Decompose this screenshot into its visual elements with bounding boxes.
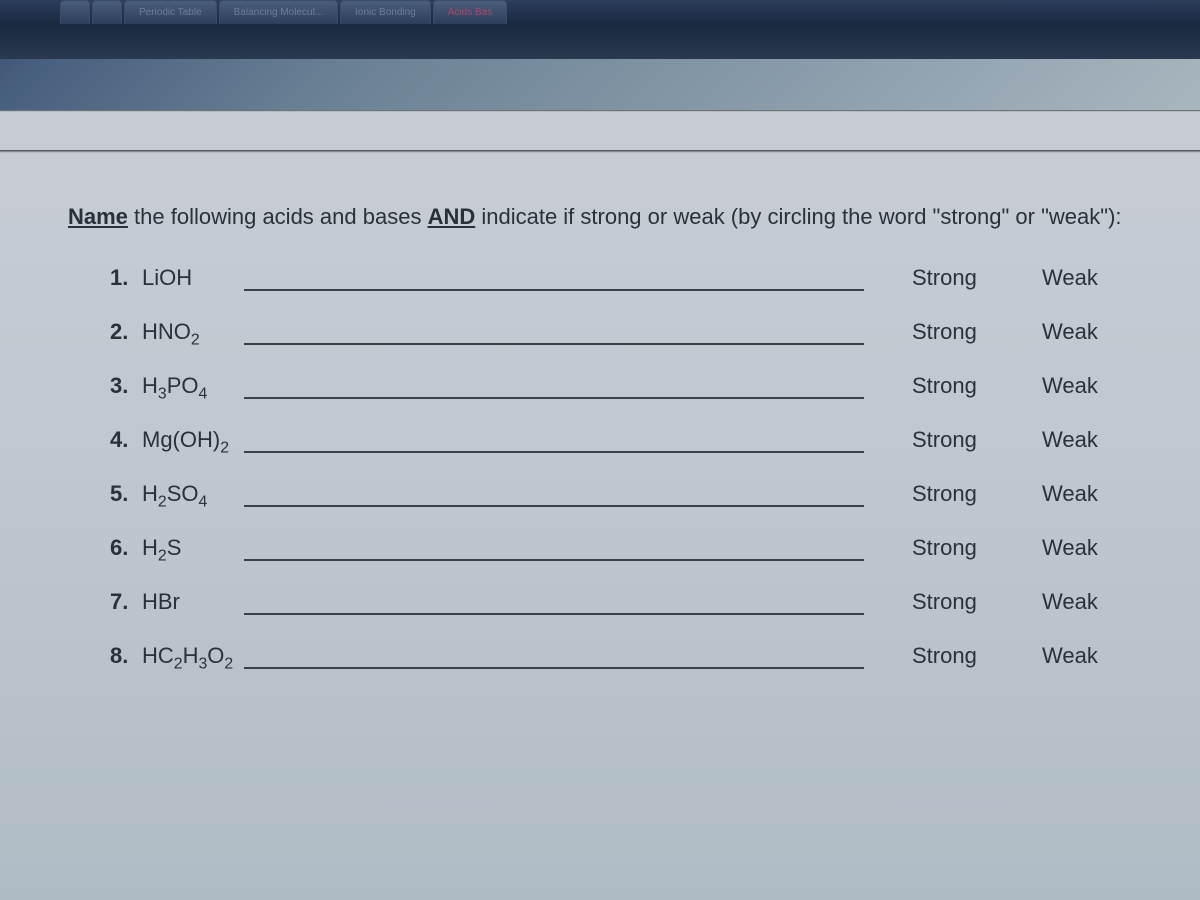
chemical-formula: HNO2 <box>142 319 242 345</box>
answer-blank[interactable] <box>244 431 864 453</box>
weak-option[interactable]: Weak <box>1042 481 1132 507</box>
instruction-text: Name the following acids and bases AND i… <box>68 201 1132 233</box>
chemical-formula: H3PO4 <box>142 373 242 399</box>
weak-option[interactable]: Weak <box>1042 373 1132 399</box>
browser-tab[interactable]: Periodic Table <box>124 0 217 24</box>
chemical-formula: H2S <box>142 535 242 561</box>
answer-blank[interactable] <box>244 377 864 399</box>
browser-tab-bar: Periodic TableBalancing Molecul...Ionic … <box>0 0 1200 24</box>
browser-tab[interactable]: Balancing Molecul... <box>219 0 339 24</box>
browser-tab[interactable]: Ionic Bonding <box>340 0 431 24</box>
weak-option[interactable]: Weak <box>1042 319 1132 345</box>
answer-blank[interactable] <box>244 647 864 669</box>
strong-option[interactable]: Strong <box>912 373 1042 399</box>
answer-blank[interactable] <box>244 593 864 615</box>
instruction-underline-and: AND <box>428 204 476 229</box>
weak-option[interactable]: Weak <box>1042 535 1132 561</box>
worksheet-item: 3.H3PO4 StrongWeak <box>110 373 1132 399</box>
chemical-formula: LiOH <box>142 265 242 291</box>
worksheet-item: 1.LiOH StrongWeak <box>110 265 1132 291</box>
strong-option[interactable]: Strong <box>912 643 1042 669</box>
item-number: 6. <box>110 535 142 561</box>
item-number: 5. <box>110 481 142 507</box>
chemical-formula: HBr <box>142 589 242 615</box>
chemical-formula: H2SO4 <box>142 481 242 507</box>
worksheet-item: 8.HC2H3O2 StrongWeak <box>110 643 1132 669</box>
item-number: 7. <box>110 589 142 615</box>
answer-blank[interactable] <box>244 323 864 345</box>
page-content: Name the following acids and bases AND i… <box>0 110 1200 900</box>
weak-option[interactable]: Weak <box>1042 643 1132 669</box>
divider-top <box>0 110 1200 112</box>
strong-option[interactable]: Strong <box>912 265 1042 291</box>
item-number: 8. <box>110 643 142 669</box>
instruction-underline-name: Name <box>68 204 128 229</box>
instruction-part4: indicate if strong or weak (by circling … <box>475 204 1121 229</box>
worksheet-item: 7.HBr StrongWeak <box>110 589 1132 615</box>
browser-tab[interactable]: Acids Bas <box>433 0 507 24</box>
worksheet-item: 2.HNO2 StrongWeak <box>110 319 1132 345</box>
answer-blank[interactable] <box>244 269 864 291</box>
worksheet-item: 5.H2SO4 StrongWeak <box>110 481 1132 507</box>
toolbar-band <box>0 24 1200 59</box>
answer-blank[interactable] <box>244 539 864 561</box>
strong-option[interactable]: Strong <box>912 319 1042 345</box>
browser-tab[interactable] <box>92 0 122 24</box>
chemical-formula: HC2H3O2 <box>142 643 242 669</box>
worksheet: Name the following acids and bases AND i… <box>0 153 1200 669</box>
instruction-part2: the following acids and bases <box>128 204 428 229</box>
worksheet-item: 4.Mg(OH)2 StrongWeak <box>110 427 1132 453</box>
weak-option[interactable]: Weak <box>1042 589 1132 615</box>
strong-option[interactable]: Strong <box>912 427 1042 453</box>
answer-blank[interactable] <box>244 485 864 507</box>
weak-option[interactable]: Weak <box>1042 265 1132 291</box>
strong-option[interactable]: Strong <box>912 535 1042 561</box>
strong-option[interactable]: Strong <box>912 589 1042 615</box>
item-number: 4. <box>110 427 142 453</box>
strong-option[interactable]: Strong <box>912 481 1042 507</box>
weak-option[interactable]: Weak <box>1042 427 1132 453</box>
item-number: 1. <box>110 265 142 291</box>
browser-tab[interactable] <box>60 0 90 24</box>
worksheet-item: 6.H2S StrongWeak <box>110 535 1132 561</box>
item-list: 1.LiOHStrongWeak2.HNO2StrongWeak3.H3PO4S… <box>68 265 1132 669</box>
item-number: 2. <box>110 319 142 345</box>
item-number: 3. <box>110 373 142 399</box>
chemical-formula: Mg(OH)2 <box>142 427 242 453</box>
